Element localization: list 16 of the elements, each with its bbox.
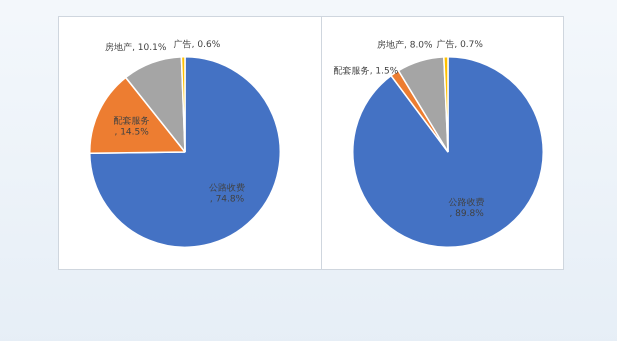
slice-label: 配套服务	[334, 65, 370, 76]
data-label: , 1.5%	[370, 66, 399, 76]
data-label: , 14.5%	[114, 128, 150, 138]
data-label: , 8.0%	[404, 40, 434, 51]
slice-label: 房地产	[376, 40, 404, 51]
data-label: , 0.6%	[192, 40, 221, 50]
data-label: , 89.8%	[449, 208, 484, 219]
slice-label: 广告	[436, 39, 454, 50]
slice-label: 公路收费	[448, 196, 485, 208]
slice-label: 配套服务	[114, 116, 150, 127]
slice-label: 房地产	[105, 42, 132, 53]
data-label: , 74.8%	[210, 194, 245, 204]
slice-label: 广告	[174, 39, 192, 50]
data-label: , 0.7%	[454, 40, 484, 50]
data-label: , 10.1%	[132, 42, 167, 53]
slice-label: 公路收费	[209, 182, 246, 194]
